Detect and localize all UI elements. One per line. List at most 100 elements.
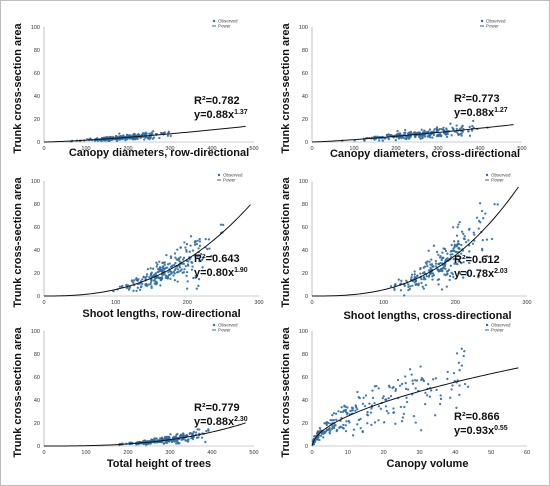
data-point [430, 389, 433, 392]
data-point [148, 138, 151, 141]
data-point [405, 137, 408, 141]
data-point [442, 126, 445, 129]
data-point [392, 411, 395, 414]
data-point [146, 136, 149, 139]
data-point [457, 260, 460, 263]
data-point [185, 248, 188, 252]
y-axis-title: Trunk cross-section area [280, 327, 292, 458]
data-point [141, 132, 145, 135]
data-point [428, 133, 431, 137]
data-point [169, 265, 173, 269]
data-point [325, 420, 328, 424]
power-fit-curve [311, 124, 514, 143]
data-point [429, 136, 432, 139]
data-point [344, 405, 347, 408]
data-point [455, 406, 458, 409]
data-point [324, 431, 327, 434]
r-squared-label: R²=0.866 [454, 411, 500, 423]
data-point [169, 277, 172, 280]
data-point [435, 134, 439, 138]
data-point [174, 256, 177, 259]
data-point [428, 128, 432, 131]
data-point [412, 414, 416, 418]
data-point [460, 252, 463, 255]
data-point [428, 395, 432, 398]
data-point [166, 263, 170, 266]
data-point [384, 398, 387, 401]
data-point [159, 284, 162, 287]
data-point [468, 125, 471, 129]
x-tick-label: 400 [475, 146, 484, 152]
data-point [438, 269, 441, 273]
data-point [96, 139, 100, 142]
data-point [192, 430, 195, 433]
legend-observed-marker [217, 173, 221, 177]
data-point [191, 265, 194, 268]
x-tick-label: 60 [524, 450, 530, 456]
data-point [418, 131, 421, 134]
data-point [192, 276, 195, 280]
y-tick-label: 100 [299, 25, 308, 31]
data-point [325, 428, 329, 431]
data-point [373, 385, 376, 388]
x-tick-label: 200 [451, 300, 460, 306]
data-point [373, 421, 377, 424]
data-point [161, 266, 164, 269]
x-tick-label: 200 [123, 450, 132, 456]
equation-exponent: 2.30 [234, 416, 248, 423]
data-point [175, 442, 178, 445]
data-point [346, 413, 349, 416]
data-point [396, 378, 400, 382]
data-point [370, 423, 373, 427]
data-point [472, 126, 475, 129]
data-point [198, 260, 201, 263]
data-point [197, 254, 201, 257]
x-axis-title: Total height of trees [107, 458, 211, 470]
data-point [366, 422, 369, 425]
data-point [161, 261, 164, 265]
data-point [344, 429, 348, 433]
data-point [351, 434, 355, 437]
data-point [196, 428, 199, 431]
y-tick-label: 0 [305, 140, 308, 146]
data-point [424, 402, 427, 406]
data-point [156, 271, 159, 274]
y-tick-label: 40 [302, 94, 308, 100]
data-point [184, 264, 187, 268]
data-point [462, 232, 465, 236]
data-point [175, 433, 178, 437]
x-tick-label: 50 [488, 450, 494, 456]
data-point [404, 375, 407, 378]
data-point [396, 129, 399, 133]
data-point [178, 435, 182, 438]
data-point [364, 394, 368, 397]
data-point [177, 258, 180, 261]
data-point [197, 278, 201, 281]
data-point [440, 127, 443, 131]
data-point [437, 283, 440, 286]
y-tick-label: 80 [302, 48, 308, 54]
data-point [441, 251, 444, 254]
data-point [400, 382, 404, 386]
data-point [184, 246, 187, 249]
y-tick-label: 60 [34, 71, 40, 77]
legend-observed-marker [480, 19, 484, 23]
data-point [180, 435, 184, 438]
data-point [382, 395, 385, 398]
data-point [435, 388, 438, 391]
data-point [195, 287, 198, 290]
data-point [193, 243, 197, 246]
data-point [319, 429, 322, 432]
y-tick-label: 80 [34, 202, 40, 208]
x-tick-label: 40 [452, 450, 458, 456]
data-point [128, 287, 131, 290]
y-tick-label: 80 [34, 352, 40, 358]
data-point [457, 132, 460, 136]
y-tick-label: 100 [299, 329, 308, 335]
data-point [319, 434, 323, 437]
data-point [151, 130, 155, 133]
data-point [152, 136, 156, 139]
data-point [174, 261, 177, 265]
data-point [422, 287, 425, 290]
data-point [455, 257, 458, 260]
